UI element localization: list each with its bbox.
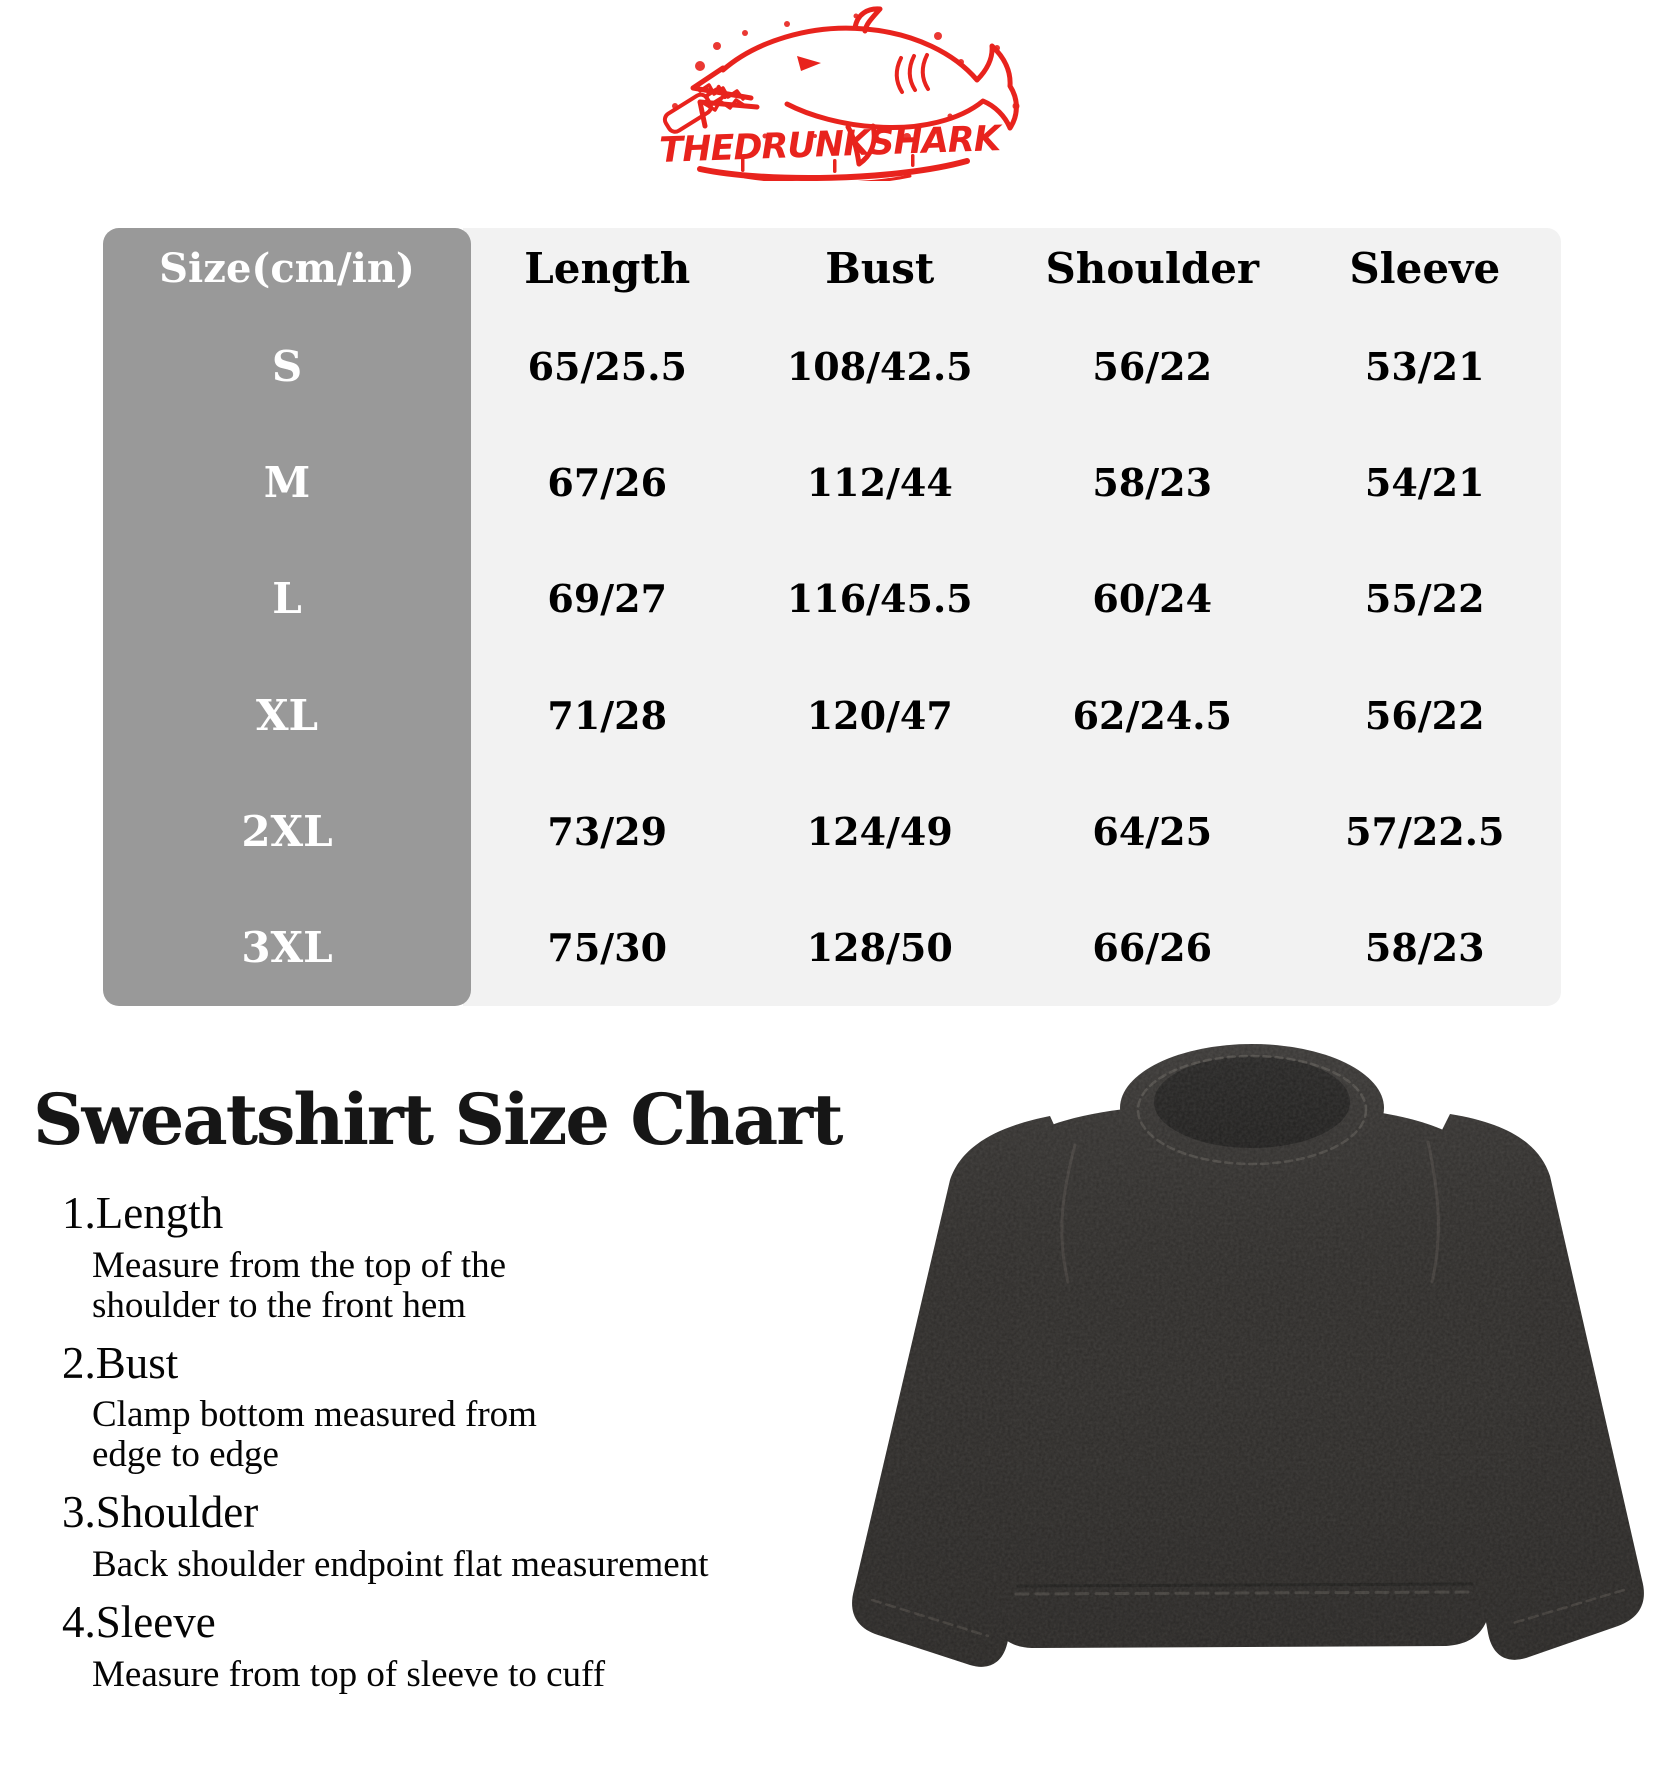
- guide-item-bust-desc: Clamp bottom measured from edge to edge: [92, 1394, 537, 1476]
- row-label-m: M: [263, 457, 311, 507]
- value-3xl-sleeve: 58/23: [1364, 925, 1485, 971]
- value-xl-shoulder: 62/24.5: [1072, 692, 1232, 738]
- column-header-sleeve: Sleeve: [1349, 243, 1501, 293]
- column-header-size: Size(cm/in): [159, 244, 415, 292]
- value-l-bust: 116/45.5: [786, 576, 973, 622]
- guide-item-shoulder-label: 3.Shoulder: [62, 1487, 259, 1538]
- value-xl-sleeve: 56/22: [1364, 692, 1485, 738]
- guide-item-bust-label: 2.Bust: [62, 1337, 179, 1388]
- row-label-2xl: 2XL: [241, 806, 333, 856]
- row-label-3xl: 3XL: [241, 923, 333, 973]
- value-2xl-bust: 124/49: [806, 808, 953, 854]
- sweatshirt-product-image: [852, 1044, 1644, 1667]
- value-m-shoulder: 58/23: [1092, 459, 1213, 505]
- column-header-length: Length: [524, 243, 691, 293]
- measurement-guide: 1.Length Measure from the top of the sho…: [62, 1188, 842, 1707]
- value-3xl-length: 75/30: [547, 925, 668, 971]
- value-2xl-length: 73/29: [547, 808, 668, 854]
- value-xl-bust: 120/47: [806, 692, 953, 738]
- guide-item-sleeve-label: 4.Sleeve: [62, 1597, 216, 1648]
- page-title: Sweatshirt Size Chart: [33, 1078, 843, 1161]
- value-m-sleeve: 54/21: [1364, 459, 1485, 505]
- value-s-shoulder: 56/22: [1092, 343, 1213, 389]
- guide-item-shoulder-desc: Back shoulder endpoint flat measurement: [92, 1544, 709, 1586]
- value-2xl-shoulder: 64/25: [1092, 808, 1213, 854]
- bottle-icon: [662, 84, 728, 134]
- guide-item-length-label: 1.Length: [62, 1188, 224, 1238]
- row-label-xl: XL: [255, 690, 319, 740]
- value-3xl-shoulder: 66/26: [1092, 925, 1213, 971]
- value-s-length: 65/25.5: [527, 343, 687, 389]
- guide-item-sleeve-desc: Measure from top of sleeve to cuff: [92, 1653, 606, 1695]
- row-label-s: S: [271, 341, 303, 391]
- fabric-texture: [852, 1044, 1644, 1667]
- underline-swoosh: [697, 158, 970, 181]
- paint-drips: [741, 154, 915, 173]
- shark-eye: [797, 56, 821, 71]
- value-l-sleeve: 55/22: [1364, 576, 1485, 622]
- value-s-sleeve: 53/21: [1364, 343, 1485, 389]
- shark-illustration: [662, 6, 1019, 167]
- value-m-length: 67/26: [547, 459, 668, 505]
- row-label-l: L: [272, 574, 302, 624]
- value-l-shoulder: 60/24: [1092, 576, 1213, 622]
- value-m-bust: 112/44: [806, 459, 953, 505]
- size-chart-table: Size(cm/in) Length Bust Shoulder Sleeve …: [103, 228, 1561, 1006]
- value-3xl-bust: 128/50: [806, 925, 953, 971]
- table-background: [463, 228, 1561, 1006]
- value-xl-length: 71/28: [547, 692, 668, 738]
- value-s-bust: 108/42.5: [786, 343, 973, 389]
- value-2xl-sleeve: 57/22.5: [1345, 808, 1505, 854]
- value-l-length: 69/27: [547, 576, 668, 622]
- size-column-background: [103, 228, 471, 1006]
- column-header-shoulder: Shoulder: [1045, 243, 1260, 293]
- paint-splatter: [672, 13, 1020, 141]
- column-header-bust: Bust: [825, 243, 935, 293]
- drunk-shark-logo: THEDRUNKSHARK: [659, 6, 1020, 181]
- guide-item-length-desc: Measure from the top of the shoulder to …: [92, 1244, 507, 1326]
